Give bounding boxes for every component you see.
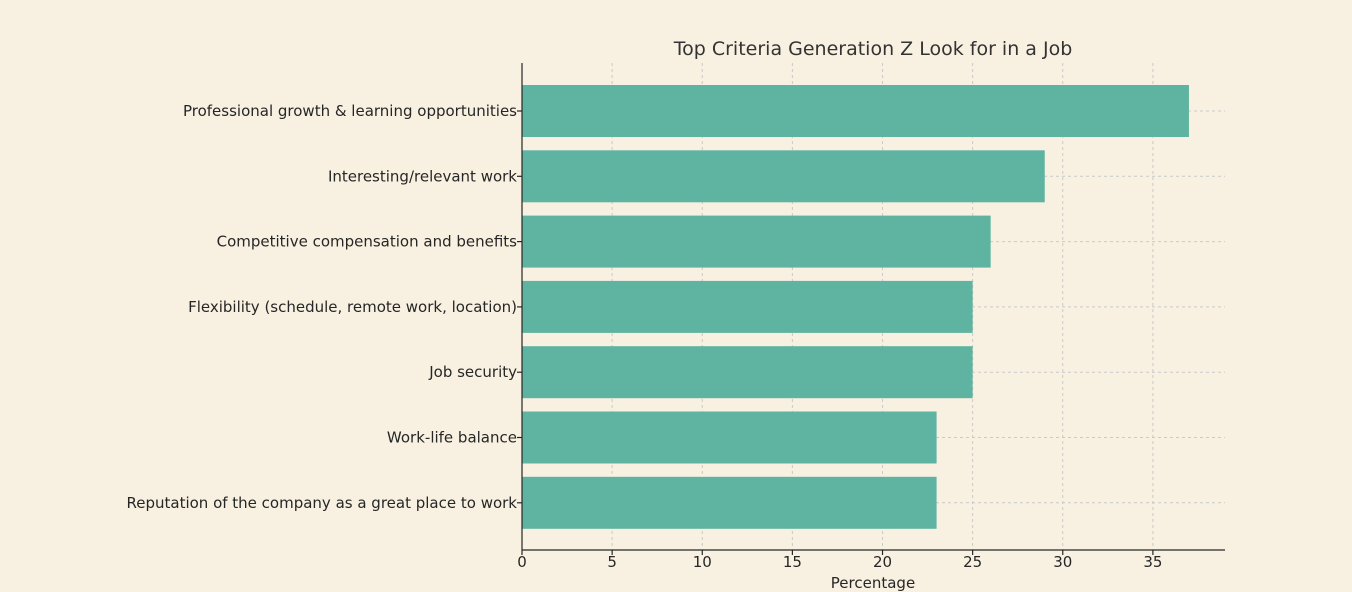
bar: [522, 346, 973, 399]
x-tick-label: 25: [963, 553, 982, 571]
y-category-label: Work-life balance: [387, 429, 517, 447]
bar: [522, 411, 937, 464]
y-category-label: Competitive compensation and benefits: [217, 233, 518, 251]
y-category-label: Professional growth & learning opportuni…: [183, 102, 517, 120]
y-category-label: Reputation of the company as a great pla…: [126, 494, 517, 512]
bar: [522, 150, 1045, 203]
y-category-label: Job security: [428, 363, 517, 381]
y-category-label: Interesting/relevant work: [328, 167, 517, 185]
bar: [522, 215, 991, 268]
x-tick-label: 15: [783, 553, 802, 571]
x-tick-label: 5: [607, 553, 617, 571]
bar: [522, 476, 937, 529]
x-tick-label: 20: [873, 553, 892, 571]
chart-title: Top Criteria Generation Z Look for in a …: [673, 38, 1073, 60]
x-tick-label: 30: [1053, 553, 1072, 571]
x-tick-label: 10: [693, 553, 712, 571]
x-tick-layer: 0 5 10 15 20 25 30 35: [517, 550, 1162, 571]
bar: [522, 85, 1189, 137]
x-tick-label: 0: [517, 553, 527, 571]
x-tick-label: 35: [1143, 553, 1162, 571]
bar: [522, 280, 973, 333]
category-label-layer: Professional growth & learning opportuni…: [126, 102, 522, 512]
x-axis-label: Percentage: [831, 574, 915, 592]
bars-layer: [522, 85, 1189, 529]
y-category-label: Flexibility (schedule, remote work, loca…: [188, 298, 517, 316]
